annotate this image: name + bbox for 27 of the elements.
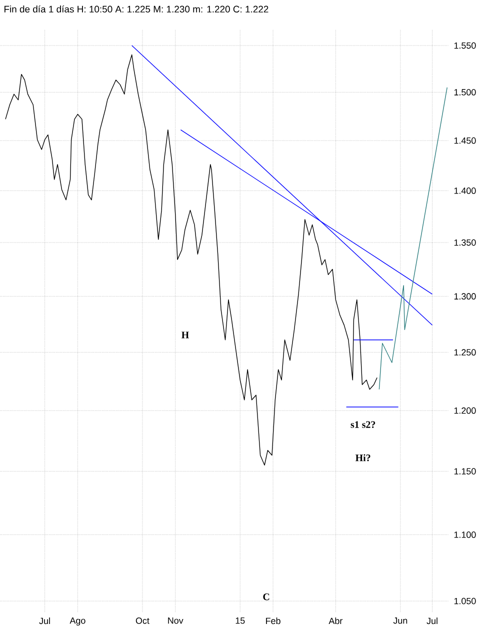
line-series: [378, 87, 448, 390]
y-tick-label: 1.500: [454, 89, 476, 96]
x-tick-label: 15: [236, 618, 245, 624]
y-tick-label: 1.150: [454, 468, 476, 474]
y-tick-label: 1.450: [454, 137, 476, 144]
y-tick-label: 1.050: [454, 598, 476, 604]
y-tick-label: 1.400: [454, 188, 476, 194]
x-tick-label: Jun: [393, 618, 407, 624]
y-tick-label: 1.350: [454, 239, 476, 246]
chart-title: Fin de día 1 días H: 10:50 A: 1.225 M: 1.230 m: 1.220 C: 1.222: [4, 5, 268, 13]
x-tick-label: Feb: [266, 618, 280, 624]
y-tick-label: 1.550: [454, 42, 476, 49]
x-tick-label: Jul: [39, 618, 50, 624]
x-tick-label: Nov: [168, 618, 184, 624]
x-tick-label: Jul: [426, 618, 438, 624]
annotation: H: [181, 332, 189, 338]
y-tick-label: 1.300: [454, 293, 476, 300]
x-tick-label: Oct: [136, 618, 150, 624]
x-tick-label: Abr: [328, 618, 342, 624]
y-tick-label: 1.100: [454, 532, 476, 538]
line-series: [5, 54, 378, 466]
annotation: C: [263, 594, 270, 600]
y-tick-label: 1.250: [454, 349, 476, 356]
annotation: Hi?: [355, 454, 370, 462]
annotation: s1 s2?: [350, 421, 375, 428]
y-tick-label: 1.200: [454, 407, 476, 414]
x-tick-label: Ago: [70, 618, 86, 626]
